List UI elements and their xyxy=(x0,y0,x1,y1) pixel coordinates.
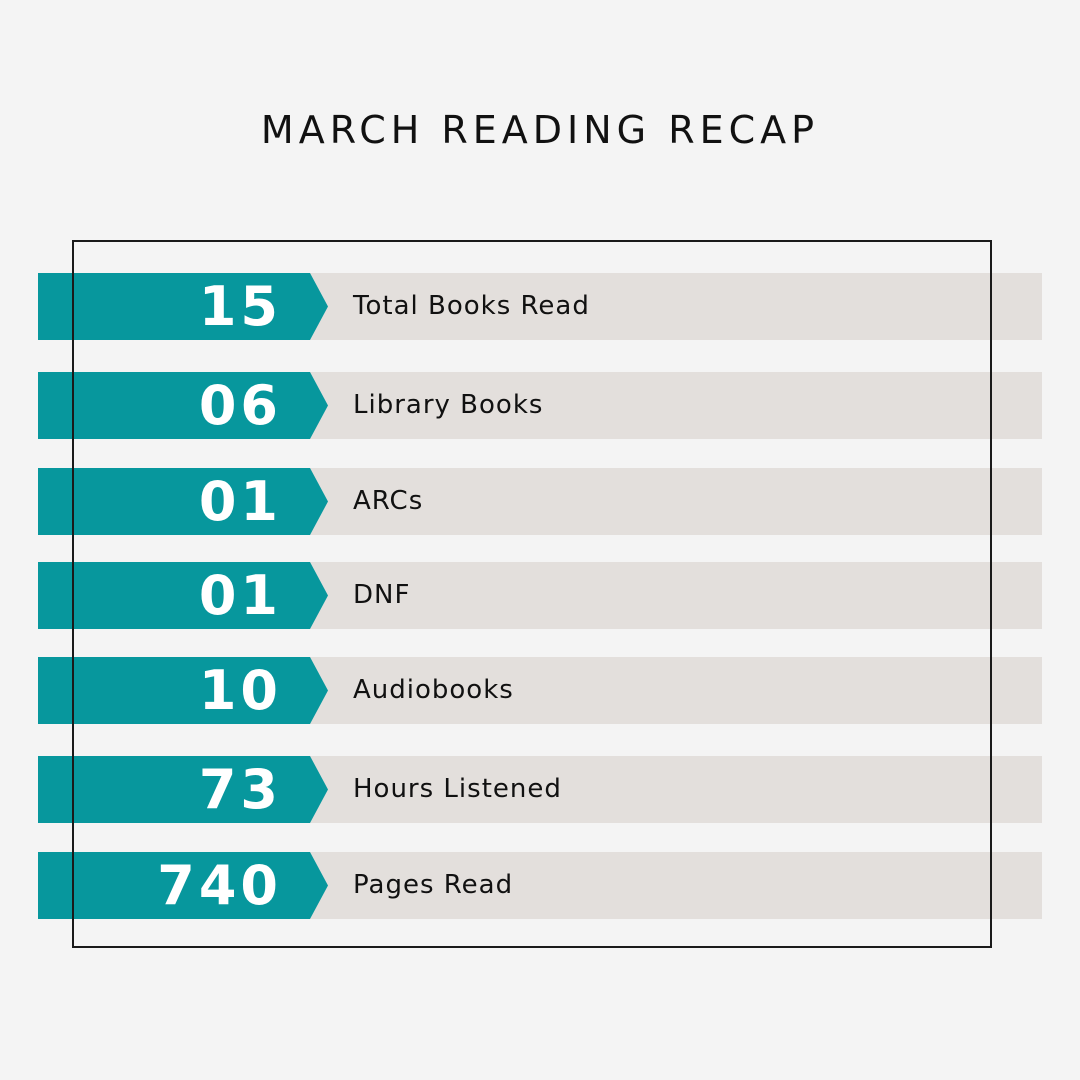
stat-value: 73 xyxy=(198,758,282,821)
stat-value-tag: 10 xyxy=(38,657,328,724)
stat-label: Audiobooks xyxy=(353,675,514,705)
stat-value-tag: 73 xyxy=(38,756,328,823)
stat-value: 06 xyxy=(198,374,282,437)
stat-label: Library Books xyxy=(353,390,544,420)
stat-value: 01 xyxy=(198,564,282,627)
stat-row-hours-listened: 73 Hours Listened xyxy=(38,756,1042,823)
stat-value-tag: 01 xyxy=(38,468,328,535)
stat-value-tag: 15 xyxy=(38,273,328,340)
stat-label: ARCs xyxy=(353,486,424,516)
stat-row-arcs: 01 ARCs xyxy=(38,468,1042,535)
stat-row-audiobooks: 10 Audiobooks xyxy=(38,657,1042,724)
stat-row-total-books: 15 Total Books Read xyxy=(38,273,1042,340)
stat-value-tag: 740 xyxy=(38,852,328,919)
stat-value: 740 xyxy=(157,854,282,917)
stat-value: 10 xyxy=(198,659,282,722)
page-title: MARCH READING RECAP xyxy=(260,108,820,152)
stat-value: 01 xyxy=(198,470,282,533)
stat-row-pages-read: 740 Pages Read xyxy=(38,852,1042,919)
stat-value: 15 xyxy=(198,275,282,338)
stat-label: Pages Read xyxy=(353,870,514,900)
stat-label: Hours Listened xyxy=(353,774,562,804)
stat-row-dnf: 01 DNF xyxy=(38,562,1042,629)
stat-value-tag: 01 xyxy=(38,562,328,629)
stat-label: Total Books Read xyxy=(353,291,590,321)
stat-label: DNF xyxy=(353,580,411,610)
stat-value-tag: 06 xyxy=(38,372,328,439)
stat-row-library-books: 06 Library Books xyxy=(38,372,1042,439)
